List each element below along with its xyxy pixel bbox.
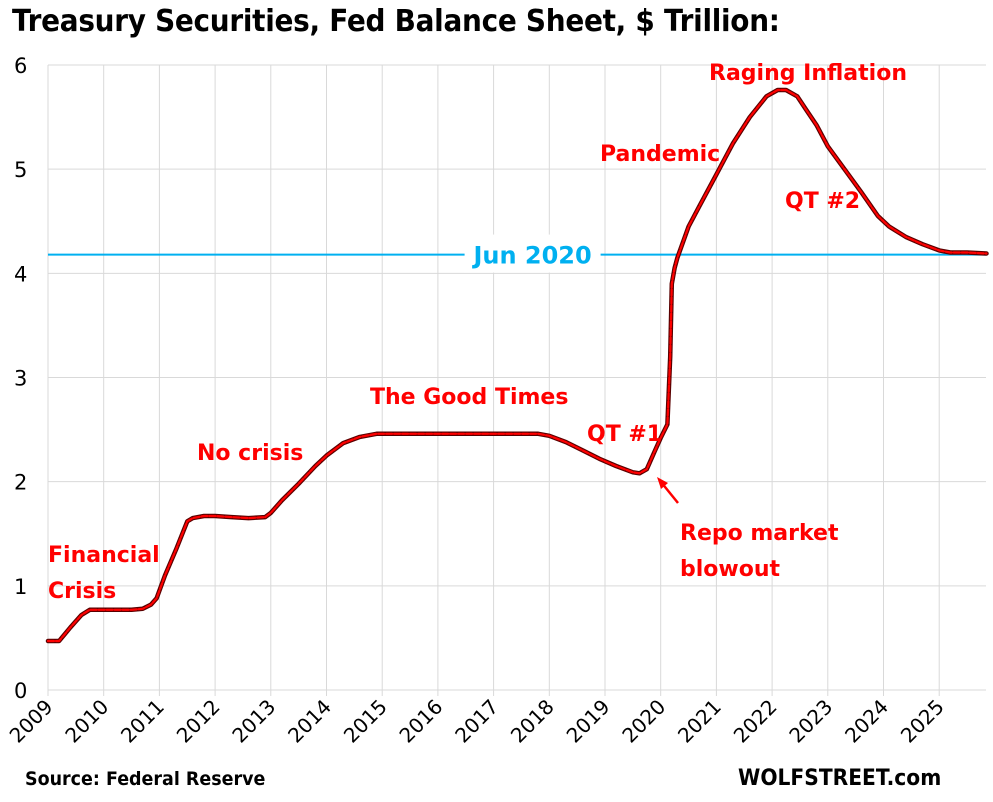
x-tick-label: 2025 [896,695,949,748]
annotation-line: QT #1 [587,422,662,447]
annotation-qt1: QT #1 [587,422,662,447]
annotation-goodtimes: The Good Times [370,385,568,410]
y-tick-label: 4 [14,262,27,286]
y-tick-label: 5 [14,158,27,182]
y-tick-label: 0 [14,679,27,703]
annotation-line: No crisis [197,441,303,466]
annotation-line: Crisis [48,579,116,604]
annotation-line: Raging Inflation [709,61,907,86]
reference-line-label: Jun 2020 [471,242,591,270]
y-axis-ticks: 0 1 2 3 4 5 6 [14,54,27,703]
annotation-qt2: QT #2 [785,189,860,214]
annotation-line: The Good Times [370,385,568,410]
annotation-line: QT #2 [785,189,860,214]
y-tick-label: 3 [14,367,27,391]
x-tick-label: 2024 [840,695,893,748]
series-line [46,88,988,643]
annotation-line: blowout [680,557,781,582]
x-tick-label: 2013 [227,695,280,748]
x-tick-label: 2010 [60,695,113,748]
annotation-line: Repo market [680,521,839,546]
x-tick-label: 2018 [506,695,559,748]
x-tick-label: 2015 [339,695,392,748]
annotation-raging: Raging Inflation [709,61,907,86]
gridlines [47,64,986,696]
x-tick-label: 2022 [729,695,782,748]
reference-label-bg [464,234,601,273]
annotation-line: Pandemic [600,142,720,167]
annotation-line: Financial [48,543,160,568]
x-tick-label: 2019 [562,695,615,748]
reference-lines: Jun 2020 [48,234,986,273]
x-tick-label: 2009 [5,695,58,748]
y-tick-label: 6 [14,54,27,78]
x-tick-label: 2020 [617,695,670,748]
brand-watermark: WOLFSTREET.com [738,766,942,791]
y-tick-label: 2 [14,471,27,495]
x-tick-label: 2023 [784,695,837,748]
x-axis-ticks: 2009 2010 2011 2012 2013 2014 2015 2016 2017 2018… [5,695,949,748]
repo-arrow-head [657,477,668,489]
source-note: Source: Federal Reserve [25,768,266,790]
annotation-nocrisis: No crisis [197,441,303,466]
x-tick-label: 2021 [673,695,726,748]
x-tick-label: 2012 [172,695,225,748]
x-tick-label: 2011 [116,695,169,748]
annotation-repo: Repo market blowout [680,521,839,582]
chart-title: Treasury Securities, Fed Balance Sheet, … [12,4,780,39]
annotation-pandemic: Pandemic [600,142,720,167]
x-tick-label: 2014 [283,695,336,748]
annotations: Financial Crisis No crisis The Good Times QT… [48,61,907,604]
x-tick-label: 2017 [450,695,503,748]
y-tick-label: 1 [14,575,27,599]
series-group [45,87,989,644]
annotation-financial: Financial Crisis [48,543,160,604]
x-tick-label: 2016 [394,695,447,748]
